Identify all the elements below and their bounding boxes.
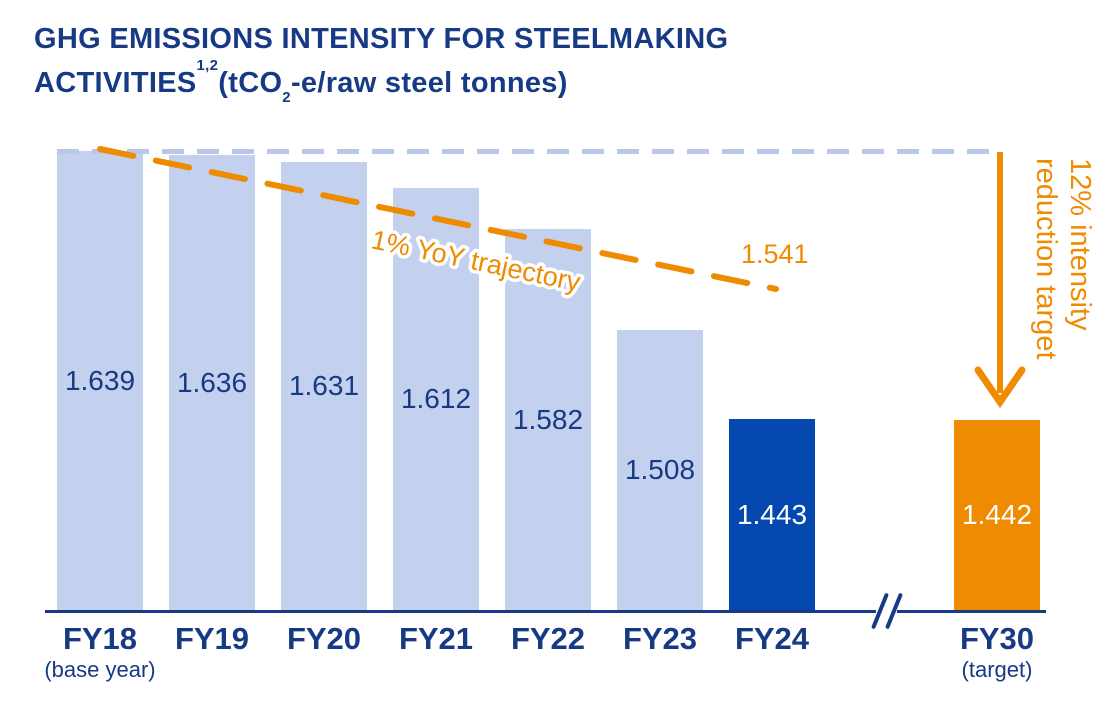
title-footnote-superscript: 1,2 — [196, 57, 219, 74]
bar-fy23: 1.508 — [617, 330, 703, 612]
chart-title-line2: ACTIVITIES1,2(tCO2-e/raw steel tonnes) — [34, 57, 568, 106]
bar-value-label: 1.636 — [176, 367, 248, 398]
bar-value-label: 1.612 — [400, 383, 472, 414]
reduction-target-label: 12% intensity reduction target — [1029, 158, 1097, 360]
reduction-target-label-line2: reduction target — [1030, 158, 1062, 360]
bar-value-label: 1.443 — [736, 499, 808, 530]
fy18-baseline-dashed-line — [57, 149, 994, 154]
reduction-target-label-line1: 12% intensity — [1064, 158, 1096, 331]
title-units-rest: -e/raw steel tonnes) — [290, 66, 568, 99]
title-co2-subscript: 2 — [282, 89, 291, 107]
bar-value-label: 1.442 — [961, 499, 1033, 530]
axis-label-fy21: FY21 — [398, 621, 474, 656]
axis-label-fy30: FY30 — [959, 621, 1035, 656]
bar-value-label: 1.508 — [624, 454, 696, 485]
bar-fy20: 1.631 — [281, 162, 367, 612]
axis-label-fy20: FY20 — [286, 621, 362, 656]
title-units-open: (tCO — [218, 66, 283, 99]
reduction-target-arrow-icon — [974, 152, 1026, 409]
bar-value-label: 1.639 — [64, 365, 136, 396]
axis-sublabel-fy18: (base year) — [44, 657, 156, 682]
bar-value-label: 1.582 — [512, 404, 584, 435]
bar-fy24: 1.443 — [729, 419, 815, 612]
axis-sublabel-fy30: (target) — [961, 657, 1033, 682]
bar-fy21: 1.612 — [393, 188, 479, 612]
axis-label-fy19: FY19 — [174, 621, 250, 656]
bar-fy19: 1.636 — [169, 155, 255, 612]
bar-fy22: 1.582 — [505, 229, 591, 612]
trajectory-end-value-label: 1.541 — [741, 239, 809, 269]
x-axis-line-left — [45, 610, 876, 613]
bar-value-label: 1.631 — [288, 370, 360, 401]
axis-label-fy18: FY18 — [62, 621, 138, 656]
title-activities: ACTIVITIES — [34, 66, 197, 99]
bar-fy30: 1.442 — [954, 420, 1040, 612]
x-axis-line-right — [897, 610, 1046, 613]
chart-title: GHG EMISSIONS INTENSITY FOR STEELMAKING … — [34, 20, 728, 113]
axis-label-fy22: FY22 — [510, 621, 586, 656]
bar-fy18: 1.639 — [57, 151, 143, 612]
axis-label-fy23: FY23 — [622, 621, 698, 656]
chart-title-line1: GHG EMISSIONS INTENSITY FOR STEELMAKING — [34, 23, 729, 55]
axis-label-fy24: FY24 — [734, 621, 810, 656]
